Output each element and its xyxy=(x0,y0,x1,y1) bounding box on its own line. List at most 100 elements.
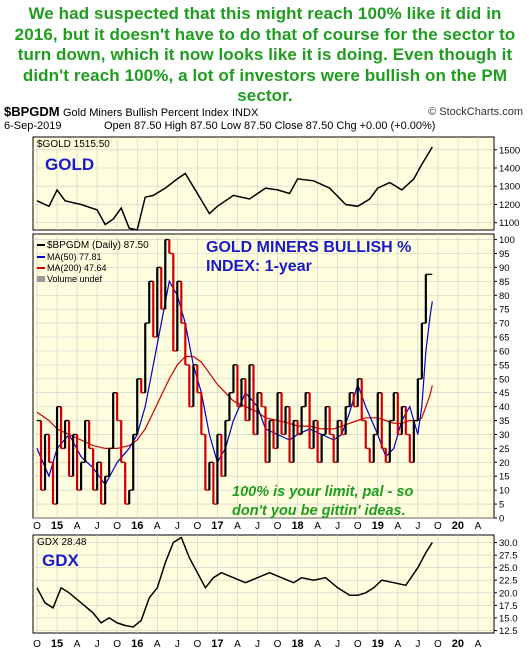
y-tick-label: 30.0 xyxy=(499,538,518,549)
x-tick-label: O xyxy=(33,521,41,532)
x-tick-label: 15 xyxy=(51,520,63,532)
x-tick-label: O xyxy=(354,521,362,532)
x-tick-label: A xyxy=(314,521,321,532)
x-tick-label: 19 xyxy=(372,520,384,532)
legend-ma50: MA(50) 77.81 xyxy=(47,252,102,262)
x-tick-label: 15 xyxy=(51,638,63,650)
gold-y-axis: 1100 1200 1300 1400 1500 xyxy=(494,145,520,229)
x-tick-label: O xyxy=(193,639,201,650)
stockcharts-credit: © StockCharts.com xyxy=(428,106,523,118)
x-tick-label: 20 xyxy=(452,638,464,650)
x-tick-label: J xyxy=(335,639,340,650)
y-tick-label: 1100 xyxy=(499,218,519,229)
x-tick-label: A xyxy=(74,521,81,532)
exchange: INDX xyxy=(232,107,259,119)
y-tick-label: 55 xyxy=(499,360,510,371)
y-tick-label: 15.0 xyxy=(499,613,518,624)
y-tick-label: 80 xyxy=(499,291,510,302)
y-tick-label: 22.5 xyxy=(499,576,518,587)
x-tick-label: A xyxy=(74,639,81,650)
x-tick-label: O xyxy=(113,521,121,532)
y-tick-label: 27.5 xyxy=(499,551,518,562)
gold-panel: 1100 1200 1300 1400 1500 $GOLD 1515.50 GOLD xyxy=(32,136,520,231)
y-tick-label: 25.0 xyxy=(499,563,518,574)
x-tick-label: A xyxy=(154,639,161,650)
y-tick-label: 90 xyxy=(499,263,510,274)
gold-price-line xyxy=(36,146,433,231)
x-tick-label: O xyxy=(33,639,41,650)
y-tick-label: 20 xyxy=(499,458,510,469)
x-tick-label: A xyxy=(234,521,241,532)
x-tick-label: 18 xyxy=(291,520,303,532)
x-tick-label: 18 xyxy=(291,638,303,650)
y-tick-label: 0 xyxy=(499,514,504,525)
gold-grid xyxy=(33,137,494,230)
quote-date: 6-Sep-2019 xyxy=(4,120,62,132)
annotation-2: don't you be gittin' ideas. xyxy=(232,503,406,519)
x-tick-label: J xyxy=(95,639,100,650)
x-tick-label: J xyxy=(415,639,420,650)
x-tick-label: J xyxy=(335,521,340,532)
x-tick-label: J xyxy=(255,521,260,532)
symbol: $BPGDM xyxy=(4,104,60,119)
x-tick-label: O xyxy=(274,521,282,532)
y-tick-label: 45 xyxy=(499,388,510,399)
gold-big-label: GOLD xyxy=(45,155,94,174)
legend-ma200: MA(200) 47.64 xyxy=(47,263,107,273)
y-tick-label: 20.0 xyxy=(499,588,518,599)
x-tick-label: 16 xyxy=(131,638,143,650)
x-tick-label: A xyxy=(475,521,482,532)
y-tick-label: 1300 xyxy=(499,182,520,193)
legend-volume: Volume undef xyxy=(47,274,103,284)
x-axis-lower: O 15 A J O 16 A J O 17 A J O 18 A J O 19 A J O 20 A xyxy=(33,638,482,650)
x-tick-label: 17 xyxy=(211,638,223,650)
gdx-legend: GDX 28.48 xyxy=(37,537,87,548)
x-tick-label: A xyxy=(394,639,401,650)
headline-text: We had suspected that this might reach 1… xyxy=(14,4,516,105)
x-tick-label: O xyxy=(354,639,362,650)
bpgdm-title-1: GOLD MINERS BULLISH % xyxy=(206,239,411,256)
y-tick-label: 1400 xyxy=(499,164,520,175)
bpgdm-bars xyxy=(37,238,433,505)
x-tick-label: A xyxy=(314,639,321,650)
y-tick-label: 30 xyxy=(499,430,510,441)
x-tick-label: O xyxy=(274,639,282,650)
y-tick-label: 17.5 xyxy=(499,601,518,612)
x-tick-label: J xyxy=(175,521,180,532)
x-tick-label: A xyxy=(475,639,482,650)
gdx-y-axis: 12.5 15.017.5 20.022.5 25.027.5 30.0 xyxy=(494,538,518,637)
y-tick-label: 1500 xyxy=(499,145,520,156)
x-tick-label: J xyxy=(175,639,180,650)
y-tick-label: 10 xyxy=(499,486,510,497)
y-tick-label: 35 xyxy=(499,416,510,427)
gdx-panel: 12.5 15.017.5 20.022.5 25.027.5 30.0 GDX 28.… xyxy=(32,534,518,637)
x-tick-label: 16 xyxy=(131,520,143,532)
y-tick-label: 100 xyxy=(499,235,515,246)
y-tick-label: 65 xyxy=(499,333,510,344)
x-axis-upper: O 15 A J O 16 A J O 17 A J O 18 A J O 19 A J O 20 A xyxy=(33,520,482,532)
x-tick-label: A xyxy=(234,639,241,650)
y-tick-label: 12.5 xyxy=(499,626,518,637)
x-tick-label: 17 xyxy=(211,520,223,532)
y-tick-label: 95 xyxy=(499,249,510,260)
x-tick-label: O xyxy=(193,521,201,532)
gold-panel-frame xyxy=(32,136,495,231)
x-tick-label: O xyxy=(113,639,121,650)
y-tick-label: 15 xyxy=(499,472,510,483)
y-tick-label: 40 xyxy=(499,402,510,413)
gdx-big-label: GDX xyxy=(42,551,80,570)
chart-symbol-header: $BPGDM Gold Miners Bullish Percent Index… xyxy=(4,104,258,119)
x-tick-label: A xyxy=(154,521,161,532)
bpgdm-title-2: INDEX: 1-year xyxy=(206,258,312,275)
gdx-price-line xyxy=(36,536,433,628)
x-tick-label: 20 xyxy=(452,520,464,532)
bpgdm-panel: 0 5 10 15 20 25 30 35 40 45 50 55 60 65 70 75 80 85 90 95 10… xyxy=(32,233,515,525)
index-name: Gold Miners Bullish Percent Index xyxy=(62,107,229,119)
y-tick-label: 70 xyxy=(499,319,510,330)
annotation-1: 100% is your limit, pal - so xyxy=(232,484,413,500)
x-tick-label: O xyxy=(434,521,442,532)
gdx-panel-frame xyxy=(32,534,495,634)
quote-values: Open 87.50 High 87.50 Low 87.50 Close 87… xyxy=(104,120,436,132)
y-tick-label: 5 xyxy=(499,500,504,511)
